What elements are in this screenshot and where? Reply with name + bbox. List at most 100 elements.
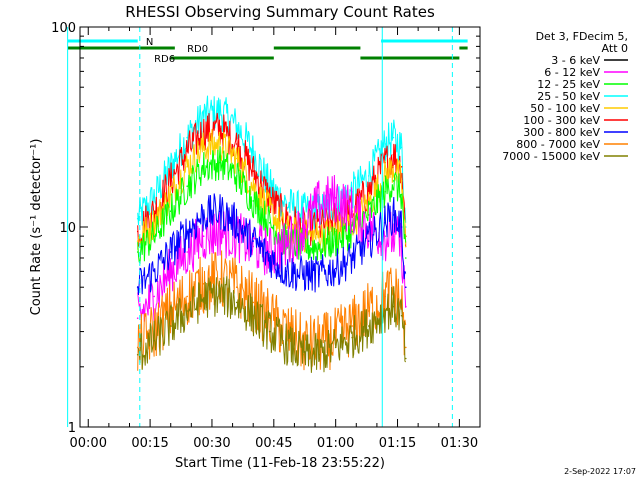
data-point: [392, 214, 395, 216]
legend-entry-label: 800 - 7000 keV: [516, 138, 600, 151]
data-point: [392, 180, 395, 182]
series-trace-7: [137, 276, 407, 373]
data-point: [268, 257, 271, 259]
x-tick-label: 00:45: [255, 436, 292, 451]
data-point: [405, 286, 407, 289]
series-trace-0: [137, 95, 407, 230]
data-point: [400, 180, 403, 182]
status-bars: N RD0 RD6: [67, 37, 468, 65]
data-point: [202, 146, 205, 149]
data-point: [169, 193, 172, 196]
data-point: [153, 197, 155, 199]
data-point: [301, 353, 304, 356]
series-trace-2: [137, 129, 407, 253]
data-point: [400, 146, 403, 149]
data-point: [384, 310, 387, 312]
x-axis-title: Start Time (11-Feb-18 23:55:22): [175, 456, 385, 471]
data-point: [367, 214, 370, 216]
data-point: [318, 245, 321, 248]
data-point: [252, 200, 254, 202]
data-point: [392, 305, 395, 308]
data-point: [405, 357, 407, 360]
legend-entry-label: 3 - 6 keV: [551, 54, 600, 67]
data-point: [367, 175, 370, 177]
data-point: [334, 346, 337, 349]
x-tick-label: 00:30: [193, 436, 230, 451]
data-point: [136, 251, 139, 253]
data-point: [334, 267, 337, 270]
status-bar-label: RD6: [154, 54, 175, 65]
data-point: [252, 240, 254, 242]
data-point: [219, 161, 221, 164]
legend-header-line-1: Det 3, FDecim 5,: [536, 30, 628, 43]
data-point: [169, 270, 172, 273]
data-point: [367, 325, 370, 327]
data-point: [136, 230, 139, 233]
data-point: [235, 157, 238, 160]
data-point: [252, 301, 254, 304]
legend-entry-label: 12 - 25 keV: [537, 78, 600, 91]
data-point: [136, 346, 139, 349]
data-point: [392, 136, 395, 139]
y-tick-label: 1: [68, 421, 76, 436]
data-point: [285, 245, 288, 248]
data-point: [384, 191, 387, 193]
series-trace-1: [137, 112, 407, 248]
legend-entry-label: 100 - 300 keV: [523, 114, 600, 127]
data-point: [153, 222, 155, 224]
data-point: [235, 286, 238, 289]
data-point: [351, 210, 354, 212]
data-point: [235, 125, 238, 127]
data-point: [186, 136, 188, 139]
data-point: [392, 166, 395, 168]
data-point: [318, 343, 321, 345]
data-point: [186, 295, 188, 298]
data-point: [400, 314, 403, 317]
data-point: [202, 130, 205, 133]
status-bar-label: RD0: [187, 44, 208, 55]
data-point: [202, 114, 205, 117]
data-point: [285, 343, 288, 345]
data-point: [334, 240, 337, 242]
data-point: [351, 230, 354, 233]
x-tick-label: 01:30: [441, 436, 478, 451]
legend-entry-label: 6 - 12 keV: [544, 66, 600, 79]
date-stamp: 2-Sep-2022 17:07: [564, 467, 636, 476]
data-point: [285, 270, 288, 273]
data-point: [136, 317, 139, 320]
data-point: [384, 222, 387, 224]
x-tick-label: 00:00: [70, 436, 107, 451]
data-point: [318, 226, 321, 228]
data-point: [219, 278, 221, 280]
x-tick-label: 01:15: [379, 436, 416, 451]
data-point: [384, 235, 387, 237]
chart-title: RHESSI Observing Summary Count Rates: [125, 3, 435, 21]
y-axis-title: Count Rate (s⁻¹ detector⁻¹): [29, 139, 44, 316]
data-point: [153, 270, 155, 273]
data-point: [367, 310, 370, 312]
data-point: [153, 339, 155, 342]
legend-entry-label: 7000 - 15000 keV: [502, 150, 600, 163]
data-point: [235, 175, 238, 177]
data-point: [351, 257, 354, 259]
data-point: [219, 110, 221, 112]
data-point: [202, 235, 205, 237]
data-point: [136, 353, 139, 356]
data-point: [136, 286, 139, 289]
data-point: [235, 301, 238, 304]
plot-area: [136, 95, 407, 373]
data-point: [219, 210, 221, 212]
axes: 00:00 00:15 00:30 00:45 01:00 01:15 01:30 1 10 10…: [51, 21, 481, 451]
legend-entry-label: 300 - 800 keV: [523, 126, 600, 139]
data-point: [153, 295, 155, 298]
data-point: [202, 297, 205, 300]
data-point: [202, 166, 205, 168]
x-tick-label: 00:15: [131, 436, 168, 451]
y-tick-label: 100: [51, 21, 76, 36]
data-point: [318, 353, 321, 356]
data-point: [202, 214, 205, 216]
data-point: [400, 226, 403, 228]
data-point: [153, 235, 155, 237]
